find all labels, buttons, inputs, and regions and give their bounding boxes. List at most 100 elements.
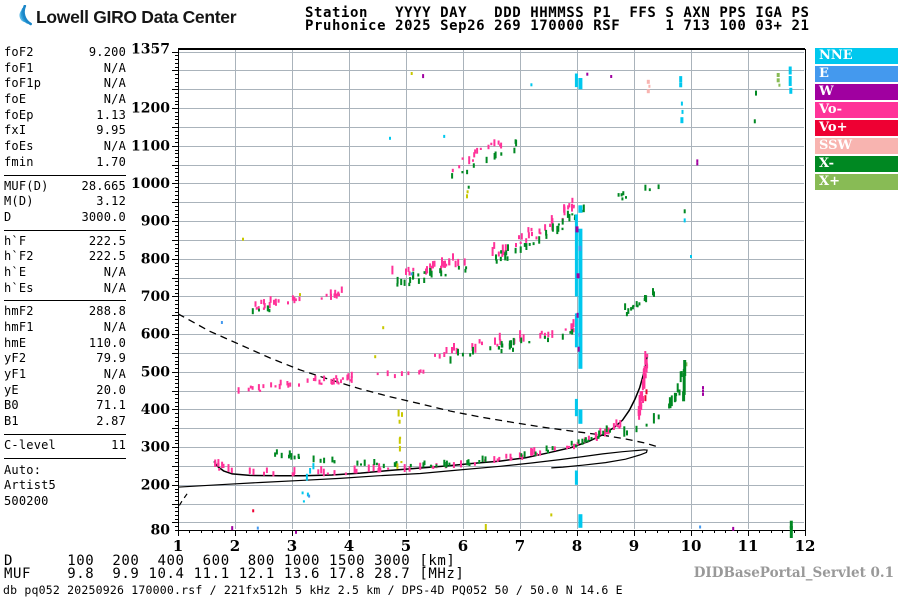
autoscaling-line: 500200 [4, 493, 49, 508]
parameter-row: fxI 9.95 [4, 123, 126, 139]
giro-arcs-icon [19, 5, 32, 26]
parameter-row: h`E N/A [4, 265, 126, 281]
parameter-group: h`F 222.5 h`F2 222.5 h`E N/A h`Es N/A [4, 231, 126, 302]
svg-text:900: 900 [141, 214, 170, 230]
legend-item-voplus: Vo+ [815, 120, 898, 136]
logo-text: Lowell GIRO Data Center [36, 6, 237, 27]
svg-text:400: 400 [141, 402, 170, 418]
parameter-value: 79.9 [96, 351, 126, 366]
parameter-group: foF2 9.200 foF1 N/A foF1p N/A foE N/A foEp 1.13 fx… [4, 45, 126, 176]
transmission-curve [179, 313, 659, 448]
parameter-label: D [4, 209, 12, 224]
parameter-value: 28.665 [81, 178, 126, 193]
svg-text:80: 80 [151, 523, 171, 539]
parameter-label: B1 [4, 414, 19, 429]
app-logo[interactable]: Lowell GIRO Data Center [8, 5, 237, 29]
parameter-row: MUF(D) 28.665 [4, 179, 126, 195]
parameter-label: hmF2 [4, 304, 34, 319]
parameter-value: N/A [103, 367, 126, 382]
parameter-row: h`F 222.5 [4, 234, 126, 250]
svg-text:8: 8 [572, 537, 582, 555]
parameter-row: M(D) 3.12 [4, 194, 126, 210]
grid [179, 50, 804, 529]
parameter-label: fxI [4, 123, 27, 138]
scaled-parameters-panel: foF2 9.200 foF1 N/A foF1p N/A foE N/A foEp 1.13 fx… [4, 45, 126, 510]
station-header-labels: Station YYYY DAY DDD HHMMSS P1 FFS S AXN… [305, 5, 810, 21]
parameter-label: yE [4, 382, 19, 397]
parameter-value: 20.0 [96, 382, 126, 397]
point-marks [220, 66, 793, 538]
svg-text:600: 600 [141, 327, 170, 343]
interference-columns [574, 73, 583, 528]
o-trace-line [213, 356, 648, 477]
parameter-label: foEp [4, 107, 34, 122]
transmission-curve-low [179, 493, 188, 508]
db-status-line: db pq052 20250926 170000.rsf / 221fx512h… [3, 583, 623, 597]
parameter-group: hmF2 288.8 hmF1 N/A hmE 110.0 yF2 79.9 yF1 N/A yE 2… [4, 301, 126, 435]
parameter-label: M(D) [4, 194, 34, 209]
parameter-value: 110.0 [88, 335, 126, 350]
parameter-value: N/A [103, 76, 126, 91]
parameter-value: N/A [103, 92, 126, 107]
parameter-label: fmin [4, 154, 34, 169]
parameter-value: 288.8 [88, 304, 126, 319]
parameter-label: yF2 [4, 351, 27, 366]
parameter-label: MUF(D) [4, 178, 49, 193]
parameter-label: h`E [4, 264, 27, 279]
parameter-label: foF2 [4, 45, 34, 59]
svg-text:1100: 1100 [131, 138, 170, 154]
parameter-row: foF2 9.200 [4, 45, 126, 61]
parameter-row: foE N/A [4, 92, 126, 108]
parameter-value: N/A [103, 320, 126, 334]
parameter-row: hmE 110.0 [4, 336, 126, 352]
parameter-value: N/A [103, 139, 126, 154]
parameter-row: C-level 11 [4, 438, 126, 454]
svg-text:12: 12 [795, 537, 816, 555]
parameter-row: B1 2.87 [4, 414, 126, 430]
legend-item-w: W [815, 84, 898, 100]
svg-text:300: 300 [141, 440, 170, 456]
parameter-label: foEs [4, 139, 34, 154]
parameter-label: B0 [4, 398, 19, 413]
parameter-value: 71.1 [96, 398, 126, 413]
parameter-label: C-level [4, 437, 56, 452]
parameter-row: yE 20.0 [4, 383, 126, 399]
parameter-label: hmF1 [4, 320, 34, 334]
svg-text:5: 5 [401, 537, 411, 555]
parameter-row: hmF1 N/A [4, 320, 126, 336]
parameter-label: yF1 [4, 367, 27, 382]
parameter-label: h`Es [4, 280, 34, 295]
parameter-value: 3000.0 [81, 209, 126, 224]
parameter-value: 9.95 [96, 123, 126, 138]
svg-text:700: 700 [141, 289, 170, 305]
parameter-label: foF1 [4, 60, 34, 75]
parameter-row: fmin 1.70 [4, 155, 126, 171]
parameter-group: MUF(D) 28.665 M(D) 3.12 D 3000.0 [4, 176, 126, 231]
parameter-value: 9.200 [88, 45, 126, 59]
svg-text:1200: 1200 [131, 101, 170, 117]
parameter-row: foEp 1.13 [4, 108, 126, 124]
svg-text:9: 9 [629, 537, 639, 555]
legend-item-e: E [815, 66, 898, 82]
parameter-value: N/A [103, 280, 126, 295]
muf-row: MUF 9.8 9.9 10.4 11.1 12.1 13.6 17.8 28.… [4, 566, 465, 582]
svg-text:11: 11 [738, 537, 759, 555]
parameter-row: hmF2 288.8 [4, 304, 126, 320]
parameter-value: N/A [103, 264, 126, 279]
parameter-row: D 3000.0 [4, 210, 126, 226]
parameter-row: h`Es N/A [4, 281, 126, 297]
parameter-value: 222.5 [88, 233, 126, 248]
x-axis-labels: 1 2 3 4 5 6 7 8 9 10 11 12 [173, 537, 816, 555]
parameter-label: hmE [4, 335, 27, 350]
autoscaling-line: Auto: [4, 462, 42, 477]
svg-text:1000: 1000 [131, 176, 170, 192]
svg-text:1357: 1357 [131, 42, 170, 58]
svg-text:4: 4 [344, 537, 354, 555]
parameter-label: foF1p [4, 76, 42, 91]
svg-text:800: 800 [141, 251, 170, 267]
parameter-label: foE [4, 92, 27, 107]
parameter-value: 1.13 [96, 107, 126, 122]
parameter-row: foEs N/A [4, 139, 126, 155]
